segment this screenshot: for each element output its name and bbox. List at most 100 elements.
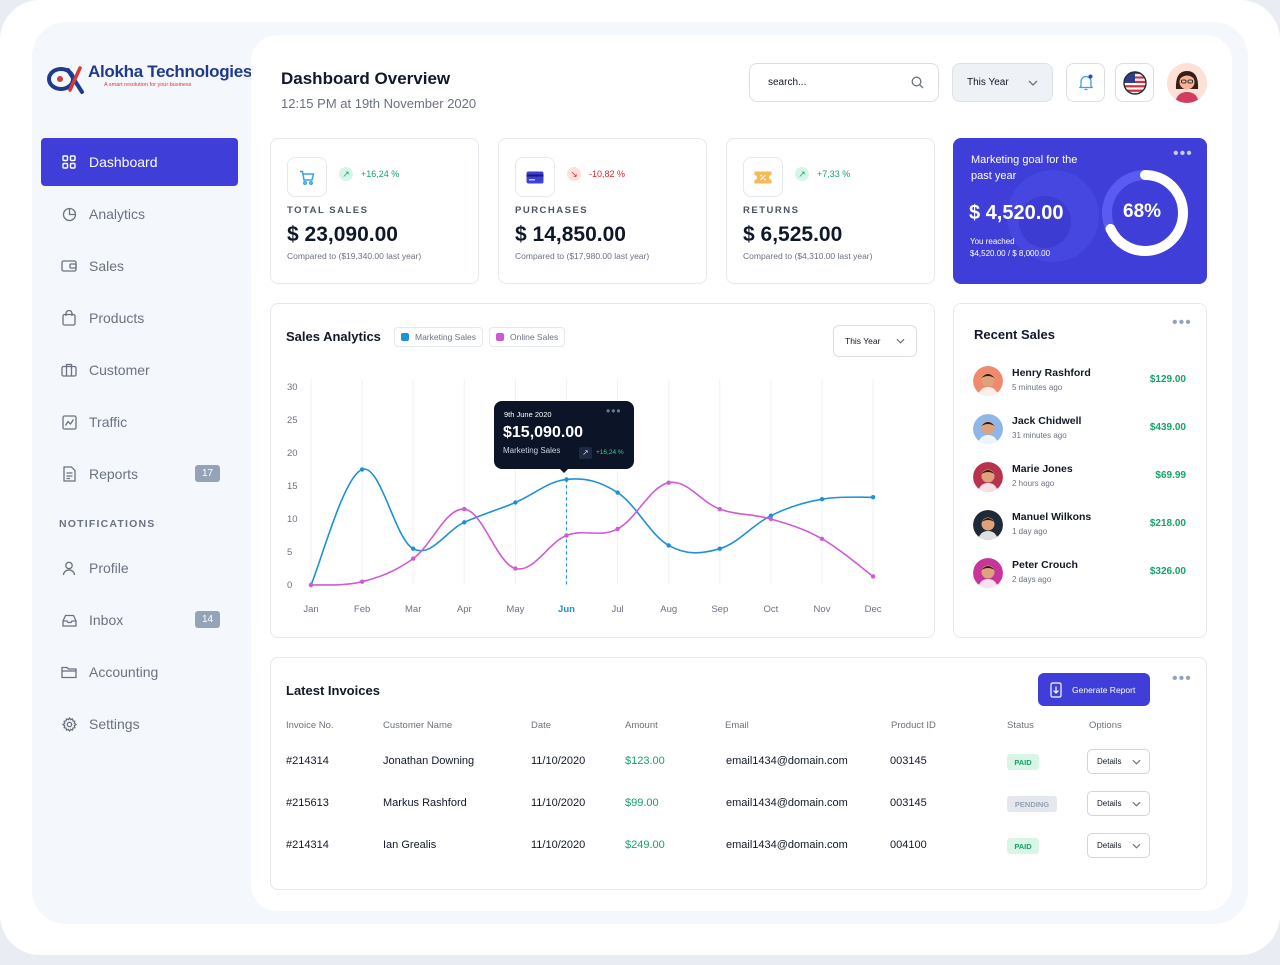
- total-sales-trend: ↗ +16,24 %: [339, 167, 399, 181]
- legend-marketing-sales[interactable]: Marketing Sales: [394, 327, 483, 347]
- recent-sale-row[interactable]: Marie Jones 2 hours ago $69.99: [973, 462, 1193, 494]
- purchases-compare: Compared to ($17,980.00 last year): [515, 251, 650, 261]
- goal-more-menu-icon[interactable]: •••: [1173, 145, 1193, 162]
- goal-progress-ring: [1102, 170, 1188, 256]
- x-tick-label: Nov: [814, 604, 831, 615]
- details-dropdown[interactable]: Details: [1087, 791, 1150, 816]
- sidebar-item-dashboard[interactable]: Dashboard: [41, 138, 238, 186]
- language-button[interactable]: [1115, 63, 1154, 102]
- line-chart-icon: [61, 414, 77, 430]
- sale-time: 5 minutes ago: [1012, 383, 1063, 392]
- period-select[interactable]: This Year: [952, 63, 1053, 102]
- arrow-up-right-icon: ↗: [579, 447, 592, 459]
- legend-online-sales[interactable]: Online Sales: [489, 327, 566, 347]
- briefcase-icon: [61, 362, 77, 378]
- search-input[interactable]: [768, 77, 898, 88]
- purchases-trend: ↘ -10,82 %: [567, 167, 625, 181]
- invoice-customer: Jonathan Downing: [383, 755, 475, 767]
- data-point: [768, 513, 774, 518]
- sidebar-item-settings[interactable]: Settings: [41, 700, 238, 748]
- x-tick-label: Dec: [865, 604, 882, 615]
- data-point: [308, 582, 314, 588]
- recent-sale-row[interactable]: Jack Chidwell 31 minutes ago $439.00: [973, 414, 1193, 446]
- details-dropdown[interactable]: Details: [1087, 749, 1150, 774]
- gear-icon: [61, 716, 77, 732]
- brand-name: Alokha Technologies: [88, 62, 253, 81]
- customer-name: Jack Chidwell: [1012, 415, 1082, 427]
- invoice-number: #214314: [286, 839, 329, 851]
- analytics-period-value: This Year: [845, 336, 881, 346]
- returns-card: ↗ +7,33 % RETURNS $ 6,525.00 Compared to …: [726, 138, 935, 284]
- y-tick-label: 5: [287, 547, 292, 558]
- data-point: [462, 506, 467, 512]
- sale-amount: $439.00: [1149, 422, 1186, 433]
- legend-swatch: [496, 333, 504, 341]
- recent-sale-row[interactable]: Manuel Wilkons 1 day ago $218.00: [973, 510, 1193, 542]
- search-icon[interactable]: [911, 76, 924, 89]
- sidebar-item-traffic[interactable]: Traffic: [41, 398, 238, 446]
- sidebar-item-profile[interactable]: Profile: [41, 544, 238, 592]
- invoice-customer: Ian Grealis: [383, 839, 437, 851]
- status-badge: PAID: [1007, 754, 1039, 770]
- total-sales-compare: Compared to ($19,340.00 last year): [287, 251, 422, 261]
- user-avatar[interactable]: [1167, 63, 1207, 103]
- goal-reached: You reached $4,520.00 / $ 8,000.00: [970, 236, 1050, 260]
- y-tick-label: 15: [287, 481, 298, 492]
- generate-report-button[interactable]: Generate Report: [1038, 673, 1150, 706]
- data-point: [870, 574, 876, 579]
- sidebar-item-accounting[interactable]: Accounting: [41, 648, 238, 696]
- sidebar-item-products[interactable]: Products: [41, 294, 238, 342]
- analytics-period-select[interactable]: This Year: [833, 325, 917, 357]
- recent-sale-row[interactable]: Henry Rashford 5 minutes ago $129.00: [973, 366, 1193, 398]
- brand-tagline: A smart resolution for your business: [104, 82, 192, 88]
- generate-report-label: Generate Report: [1072, 684, 1136, 695]
- goal-reached-value: $4,520.00 / $ 8,000.00: [970, 249, 1051, 258]
- invoice-email: email1434@domain.com: [726, 755, 848, 767]
- sidebar-item-analytics[interactable]: Analytics: [41, 190, 238, 238]
- sidebar-item-label: Profile: [89, 560, 129, 576]
- notifications-button[interactable]: [1066, 63, 1105, 102]
- col-email: Email: [725, 720, 749, 731]
- recent-sale-row[interactable]: Peter Crouch 2 days ago $326.00: [973, 558, 1193, 590]
- customer-avatar: [973, 510, 1003, 540]
- invoice-product-id: 003145: [890, 755, 927, 767]
- series-line-online-sales: [310, 481, 874, 586]
- sales-analytics-title: Sales Analytics: [286, 329, 381, 344]
- tooltip-more-icon[interactable]: •••: [606, 404, 622, 418]
- ticket-icon: [743, 157, 783, 197]
- sidebar-item-reports[interactable]: Reports 17: [41, 450, 238, 498]
- data-point: [870, 495, 876, 500]
- data-point: [564, 477, 569, 482]
- latest-invoices-title: Latest Invoices: [286, 683, 380, 698]
- returns-trend: ↗ +7,33 %: [795, 167, 850, 181]
- brand-logo[interactable]: Alokha Technologies A smart resolution f…: [46, 58, 252, 98]
- sidebar-item-customer[interactable]: Customer: [41, 346, 238, 394]
- inbox-count-badge: 14: [195, 611, 220, 628]
- data-point: [615, 526, 620, 532]
- total-sales-card: ↗ +16,24 % TOTAL SALES $ 23,090.00 Compar…: [270, 138, 479, 284]
- series-line-marketing-sales: [310, 468, 874, 586]
- tooltip-series: Marketing Sales: [503, 446, 561, 455]
- x-tick-label: Apr: [457, 604, 472, 615]
- col-invoice-no: Invoice No.: [286, 720, 334, 731]
- sidebar-item-inbox[interactable]: Inbox 14: [41, 596, 238, 644]
- recent-sales-more-icon[interactable]: •••: [1172, 314, 1192, 331]
- y-tick-label: 10: [287, 514, 298, 525]
- details-label: Details: [1097, 799, 1122, 808]
- chart-tooltip: 9th June 2020 ••• $15,090.00 Marketing S…: [494, 401, 634, 473]
- data-point: [819, 536, 825, 541]
- data-point: [819, 497, 825, 502]
- details-dropdown[interactable]: Details: [1087, 833, 1150, 858]
- sidebar-item-sales[interactable]: Sales: [41, 242, 238, 290]
- customer-avatar: [973, 366, 1003, 396]
- search-box[interactable]: [749, 63, 939, 102]
- customer-avatar: [973, 462, 1003, 492]
- data-point: [666, 480, 671, 485]
- purchases-value: $ 14,850.00: [515, 223, 626, 246]
- invoices-more-icon[interactable]: •••: [1172, 670, 1192, 687]
- invoice-email: email1434@domain.com: [726, 797, 848, 809]
- sidebar-item-label: Accounting: [89, 664, 159, 680]
- x-tick-label: Sep: [711, 604, 728, 615]
- brand-mark-icon: [47, 66, 84, 94]
- chevron-down-icon: [1132, 843, 1141, 849]
